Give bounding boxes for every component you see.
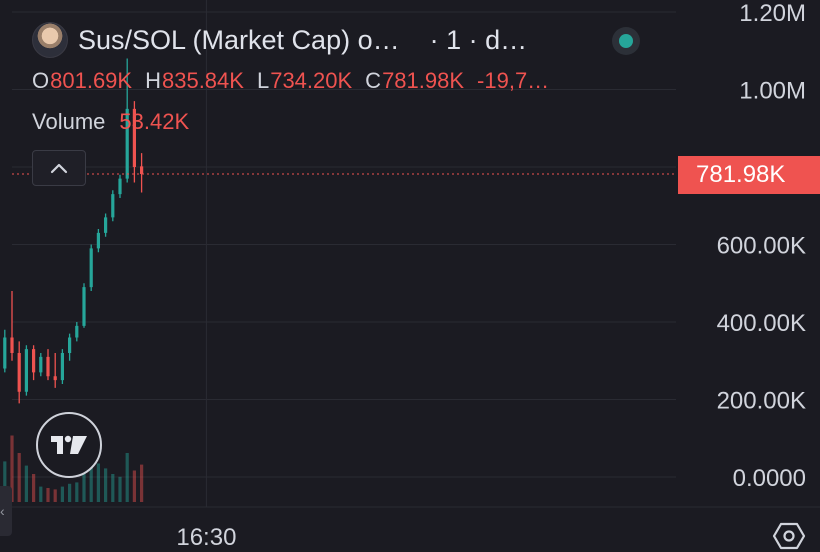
candle-body	[125, 108, 129, 179]
candle-body	[39, 356, 43, 373]
candle	[39, 353, 43, 377]
hexagon-settings-icon[interactable]	[772, 520, 806, 552]
candle	[96, 229, 100, 253]
close-value: 781.98K	[382, 68, 465, 93]
volume-bar	[10, 435, 14, 502]
high-key: H	[145, 68, 161, 93]
candle-body	[140, 166, 144, 174]
candle	[125, 58, 129, 183]
candle-body	[118, 178, 122, 195]
candle	[24, 345, 28, 396]
candle	[3, 329, 7, 373]
volume-bar	[17, 453, 21, 502]
volume-bar	[118, 476, 122, 502]
candle	[68, 333, 72, 361]
low-key: L	[256, 68, 270, 93]
chevron-up-icon	[50, 163, 68, 174]
volume-bar	[60, 486, 64, 502]
volume-bar	[89, 458, 93, 502]
candle	[89, 244, 93, 291]
open-key: O	[32, 68, 50, 93]
candle	[82, 283, 86, 328]
candlesticks	[3, 58, 144, 404]
volume-bar	[24, 465, 28, 502]
candle-body	[111, 194, 115, 218]
volume-bar	[68, 483, 72, 502]
grid-lines	[12, 0, 676, 507]
volume-bar	[39, 486, 43, 502]
change-value: -19,7…	[477, 68, 550, 93]
candle	[140, 153, 144, 193]
candle-body	[89, 248, 93, 288]
volume-bar	[32, 474, 36, 502]
candle-body	[32, 349, 36, 373]
collapse-legend-button[interactable]	[32, 150, 86, 186]
symbol-title[interactable]: Sus/SOL (Market Cap) o… · 1 · d…	[32, 22, 527, 58]
low-value: 734.20K	[270, 68, 353, 93]
candle-body	[17, 353, 21, 392]
y-tick-label: 0.0000	[733, 465, 806, 492]
candle-body	[60, 353, 64, 381]
volume-bar	[3, 461, 7, 502]
ohlc-legend: O 801.69K H 835.84K L 734.20K C 781.98K -19,…	[32, 68, 549, 94]
candle-body	[10, 337, 14, 353]
volume-bar	[82, 455, 86, 502]
candle-body	[53, 376, 57, 381]
volume-bar	[96, 463, 100, 502]
candle	[75, 322, 79, 342]
candle-body	[96, 232, 100, 249]
candle	[104, 213, 108, 237]
tradingview-logo-icon[interactable]	[36, 412, 102, 478]
price-axis: 1.20M 1.00M 600.00K 400.00K 200.00K 0.0000	[717, 0, 806, 492]
volume-label: Volume	[32, 109, 106, 134]
candle	[17, 341, 21, 404]
candle-body	[46, 356, 50, 377]
candle-body	[3, 337, 7, 369]
volume-bar	[53, 489, 57, 502]
volume-bar	[111, 474, 115, 502]
candle	[46, 349, 50, 381]
y-tick-label: 1.00M	[739, 78, 806, 105]
close-key: C	[365, 68, 382, 93]
candle-body	[24, 349, 28, 392]
time-axis: 16:3018:00	[176, 524, 236, 551]
candle	[10, 291, 14, 361]
candle	[60, 349, 64, 384]
interval-label: · 1 · d…	[429, 24, 528, 55]
candle	[118, 174, 122, 198]
volume-bar	[75, 482, 79, 502]
volume-bar	[125, 453, 129, 502]
candle-body	[68, 337, 72, 353]
volume-bars	[3, 435, 144, 502]
y-tick-label: 1.20M	[739, 0, 806, 27]
volume-bar	[104, 468, 108, 502]
avatar	[32, 22, 68, 58]
candle-body	[104, 217, 108, 233]
status-dot-icon[interactable]	[612, 27, 640, 55]
candle-body	[82, 287, 86, 326]
candle-body	[132, 108, 136, 167]
volume-bar	[140, 464, 144, 502]
volume-value: 53.42K	[119, 109, 190, 134]
x-tick-label: 16:30	[176, 524, 236, 551]
y-tick-label: 600.00K	[717, 233, 806, 260]
volume-legend: Volume 53.42K	[32, 109, 189, 135]
high-value: 835.84K	[161, 68, 244, 93]
open-value: 801.69K	[50, 68, 133, 93]
side-panel-handle[interactable]: ‹	[0, 486, 12, 536]
volume-bar	[132, 470, 136, 502]
current-price-tag: 781.98K	[678, 156, 820, 194]
candle-body	[75, 325, 79, 338]
candle	[111, 190, 115, 222]
candle	[53, 353, 57, 388]
y-tick-label: 400.00K	[717, 310, 806, 337]
volume-bar	[46, 488, 50, 502]
y-tick-label: 200.00K	[717, 388, 806, 415]
candle	[32, 345, 36, 381]
candle	[132, 101, 136, 183]
symbol-name: Sus/SOL (Market Cap) o…	[78, 24, 400, 55]
